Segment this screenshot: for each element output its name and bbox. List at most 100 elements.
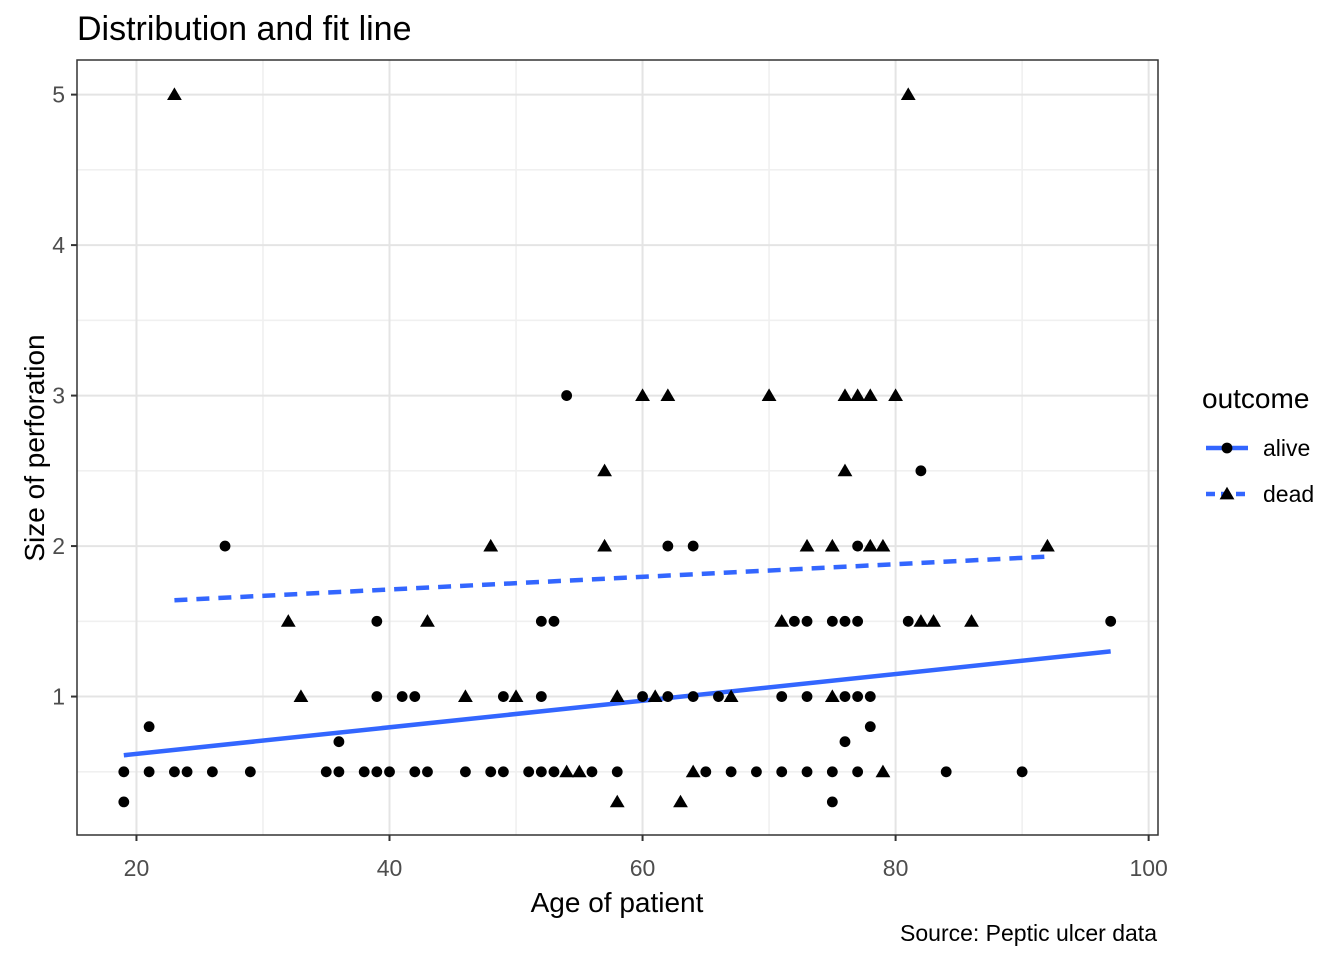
legend-key-alive — [1206, 442, 1248, 454]
panel-background — [77, 60, 1158, 835]
plot-panel: 20 40 60 80 100 1 2 3 4 5 — [52, 59, 1168, 881]
fit-line-dead — [174, 554, 1048, 603]
data-point — [647, 689, 663, 702]
data-point — [862, 538, 878, 552]
data-point — [902, 615, 914, 627]
data-point — [875, 764, 891, 778]
data-point — [483, 538, 499, 552]
y-tick-label: 5 — [52, 82, 65, 108]
data-point — [685, 764, 701, 778]
data-point — [1040, 538, 1055, 552]
legend-key-dead — [1206, 486, 1248, 500]
data-point — [485, 766, 497, 778]
data-point — [293, 689, 309, 702]
data-point — [333, 766, 345, 778]
data-point — [801, 691, 813, 702]
legend-label-dead: dead — [1263, 481, 1314, 507]
data-point — [371, 691, 383, 702]
data-point — [118, 766, 130, 778]
data-point — [358, 766, 370, 778]
data-point — [571, 764, 587, 778]
data-point — [535, 615, 547, 627]
data-point — [852, 540, 864, 552]
data-point — [864, 691, 876, 702]
y-tick-label: 4 — [52, 232, 65, 258]
data-point — [1105, 615, 1117, 627]
data-point — [801, 766, 813, 778]
data-point — [219, 540, 231, 552]
data-point — [143, 766, 155, 778]
data-point — [913, 614, 929, 627]
data-point — [635, 388, 650, 401]
data-point — [497, 691, 509, 702]
data-point — [751, 766, 762, 778]
data-point — [523, 766, 535, 778]
data-point — [396, 691, 408, 702]
data-point — [776, 691, 788, 702]
data-point — [864, 721, 876, 733]
data-point — [586, 766, 598, 778]
data-points-alive — [118, 390, 1117, 808]
data-point — [915, 465, 927, 477]
data-point — [409, 691, 421, 702]
data-point — [964, 614, 979, 627]
data-point — [371, 766, 383, 778]
data-point — [167, 87, 182, 101]
data-point — [458, 689, 473, 702]
data-point — [723, 689, 739, 702]
data-point — [508, 689, 524, 702]
y-axis-title: Size of perforation — [19, 334, 50, 561]
y-tick-label: 1 — [52, 684, 65, 710]
data-point — [826, 615, 838, 627]
y-tick-label: 3 — [52, 383, 65, 409]
y-tick-label: 2 — [52, 533, 65, 559]
data-points-dead — [167, 87, 1055, 808]
data-point — [409, 766, 421, 778]
x-tick-label: 40 — [377, 855, 403, 881]
data-point — [862, 388, 878, 401]
data-point — [926, 614, 941, 627]
data-point — [662, 540, 674, 552]
data-point — [852, 766, 864, 778]
data-point — [788, 615, 800, 627]
data-point — [888, 388, 903, 401]
data-point — [850, 388, 866, 401]
data-point — [535, 691, 547, 702]
x-tick-label: 80 — [883, 855, 909, 881]
data-point — [548, 766, 560, 778]
y-axis: 1 2 3 4 5 — [52, 82, 77, 710]
chart-title: Distribution and fit line — [77, 10, 412, 48]
data-point — [839, 615, 851, 627]
data-point — [597, 463, 612, 477]
x-axis-title: Age of patient — [531, 887, 704, 918]
data-point — [181, 766, 193, 778]
x-tick-label: 100 — [1129, 855, 1167, 881]
data-point — [852, 691, 864, 702]
legend-label-alive: alive — [1263, 435, 1310, 461]
data-point — [687, 691, 699, 702]
data-point — [384, 766, 395, 778]
data-point — [837, 463, 853, 477]
data-point — [280, 614, 296, 627]
data-point — [713, 691, 724, 702]
data-point — [673, 794, 688, 808]
data-point — [826, 796, 838, 808]
data-point — [801, 615, 813, 627]
data-point — [460, 766, 471, 778]
data-point — [244, 766, 256, 778]
data-point — [799, 538, 815, 552]
data-point — [548, 615, 560, 627]
data-point — [852, 615, 864, 627]
data-point — [422, 766, 433, 778]
x-axis: 20 40 60 80 100 — [124, 835, 1168, 881]
data-point — [333, 736, 345, 748]
data-point — [535, 766, 547, 778]
data-point — [320, 766, 332, 778]
data-point — [837, 388, 853, 401]
data-point — [875, 538, 891, 552]
data-point — [611, 766, 623, 778]
legend-marker-triangle — [1219, 486, 1235, 500]
data-point — [206, 766, 218, 778]
